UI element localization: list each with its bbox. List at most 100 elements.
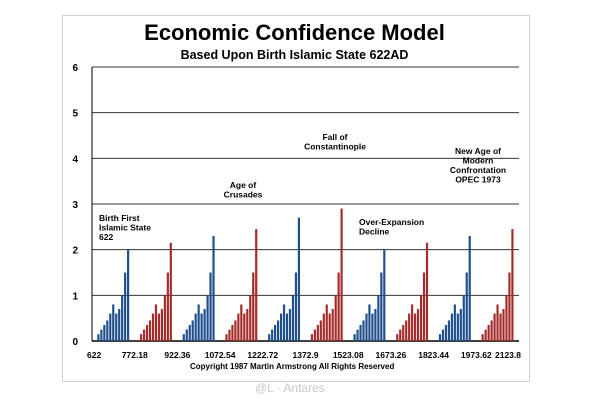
- x-tick-label: 1823.44: [418, 350, 449, 360]
- annotation-text: OPEC 1973: [455, 175, 501, 185]
- y-tick-label: 6: [72, 63, 78, 74]
- bar-cycle-7: [359, 325, 362, 341]
- bar-cycle-4: [237, 313, 240, 341]
- bar-cycle-8: [425, 242, 429, 341]
- bar-cycle-1: [127, 249, 130, 341]
- x-tick-label: 1372.9: [293, 350, 319, 360]
- bar-cycle-3: [188, 325, 191, 341]
- x-tick-label: 2123.8: [495, 350, 521, 360]
- chart-title: Economic Confidence Model: [144, 20, 445, 45]
- bar-cycle-7: [380, 272, 383, 341]
- bar-cycle-3: [185, 329, 188, 341]
- bar-cycle-1: [118, 309, 121, 341]
- bar-cycle-3: [194, 313, 197, 341]
- copyright-text: Copyright 1987 Martin Armstrong All Righ…: [190, 362, 395, 371]
- bar-cycle-9: [468, 235, 471, 341]
- annotation-text: Confrontation: [450, 165, 506, 175]
- bar-cycle-10: [511, 229, 514, 341]
- bar-cycle-8: [414, 313, 417, 341]
- bar-cycle-5: [279, 313, 283, 341]
- bar-cycle-10: [505, 295, 508, 341]
- annotation-text: Crusades: [224, 190, 263, 200]
- bar-cycle-6: [331, 309, 334, 341]
- bar-cycle-1: [109, 313, 112, 341]
- bar-cycle-7: [353, 334, 356, 341]
- bar-cycle-2: [142, 329, 146, 341]
- bar-cycle-4: [225, 334, 228, 341]
- bar-cycle-2: [151, 313, 155, 341]
- y-tick-label: 0: [72, 337, 78, 348]
- bar-cycle-4: [231, 325, 234, 341]
- bar-cycle-6: [334, 295, 337, 341]
- bar-cycle-8: [411, 304, 414, 341]
- bar-cycle-4: [243, 313, 246, 341]
- bar-cycle-8: [402, 325, 405, 341]
- y-tick-label: 3: [72, 200, 78, 211]
- bar-cycle-2: [140, 334, 143, 341]
- bar-cycle-5: [274, 325, 277, 341]
- bar-cycle-2: [157, 313, 161, 341]
- bar-cycle-1: [124, 272, 127, 341]
- bar-cycle-4: [234, 320, 237, 341]
- bar-cycle-1: [97, 334, 100, 341]
- bar-cycle-2: [154, 304, 158, 341]
- annotation-text: Age of: [230, 180, 257, 190]
- bar-cycle-7: [368, 304, 371, 341]
- bar-cycle-3: [212, 235, 215, 341]
- bar-cycle-2: [160, 309, 163, 341]
- bar-cycle-9: [456, 313, 459, 341]
- bar-cycle-6: [325, 304, 328, 341]
- bar-cycle-9: [453, 304, 456, 341]
- bar-cycle-5: [288, 309, 292, 341]
- bar-cycle-9: [459, 309, 462, 341]
- bar-cycle-8: [396, 334, 399, 341]
- bar-cycle-5: [282, 304, 286, 341]
- bar-cycle-3: [209, 272, 212, 341]
- bar-cycle-7: [377, 295, 380, 341]
- bar-cycle-9: [441, 329, 445, 341]
- watermark-text: @L · Antares: [255, 381, 325, 395]
- bar-cycle-5: [277, 320, 280, 341]
- x-tick-label: 922.36: [164, 350, 190, 360]
- y-tick-label: 2: [72, 246, 78, 257]
- bar-cycle-4: [255, 229, 258, 341]
- bar-cycle-5: [291, 295, 295, 341]
- chart-subtitle: Based Upon Birth Islamic State 622AD: [180, 48, 409, 62]
- bar-cycle-6: [310, 334, 313, 341]
- bar-cycle-3: [200, 313, 203, 341]
- bar-cycle-3: [206, 295, 209, 341]
- bar-cycle-1: [121, 295, 124, 341]
- annotation-text: New Age of: [455, 146, 501, 156]
- annotation-text: Modern: [463, 156, 494, 166]
- y-tick-label: 5: [72, 109, 78, 120]
- bar-cycle-9: [462, 295, 465, 341]
- bar-cycle-3: [203, 309, 206, 341]
- bar-cycle-1: [112, 304, 115, 341]
- bar-cycle-3: [182, 334, 185, 341]
- bar-cycle-5: [271, 329, 274, 341]
- bar-cycle-6: [322, 313, 325, 341]
- bar-cycle-4: [228, 329, 231, 341]
- bar-cycle-7: [374, 309, 377, 341]
- annotation-text: Constantinople: [304, 142, 366, 152]
- bar-cycle-6: [316, 325, 319, 341]
- bar-cycle-2: [145, 325, 149, 341]
- bar-cycle-4: [246, 309, 249, 341]
- bar-cycle-7: [383, 249, 386, 341]
- x-tick-label: 1973.62: [461, 350, 492, 360]
- x-tick-label: 622: [87, 350, 101, 360]
- bar-cycle-1: [106, 320, 109, 341]
- bar-cycle-9: [444, 325, 448, 341]
- bar-cycle-9: [447, 320, 450, 341]
- bar-cycle-5: [285, 313, 289, 341]
- bar-cycle-10: [487, 325, 490, 341]
- bar-cycle-10: [499, 313, 502, 341]
- annotation-text: Islamic State: [99, 223, 151, 233]
- bar-cycle-7: [371, 313, 374, 341]
- bar-cycle-8: [399, 329, 402, 341]
- annotation-text: Fall of: [322, 132, 347, 142]
- x-tick-label: 1673.26: [376, 350, 407, 360]
- annotation-text: 622: [99, 232, 113, 242]
- x-tick-label: 1523.08: [333, 350, 364, 360]
- bar-cycle-8: [408, 313, 411, 341]
